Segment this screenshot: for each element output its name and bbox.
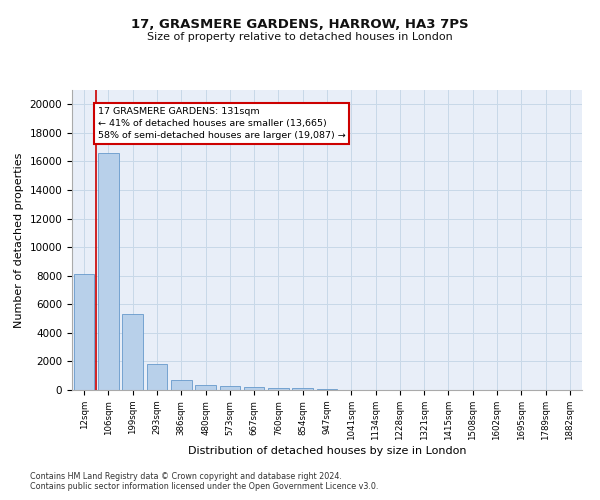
Bar	[98, 153, 119, 390]
Text: 17, GRASMERE GARDENS, HARROW, HA3 7PS: 17, GRASMERE GARDENS, HARROW, HA3 7PS	[131, 18, 469, 30]
X-axis label: Distribution of detached houses by size in London: Distribution of detached houses by size …	[188, 446, 466, 456]
Bar	[122, 314, 143, 390]
Bar	[292, 388, 313, 390]
Bar	[171, 380, 191, 390]
Bar	[74, 274, 94, 390]
Bar	[268, 388, 289, 390]
Text: 17 GRASMERE GARDENS: 131sqm
← 41% of detached houses are smaller (13,665)
58% of: 17 GRASMERE GARDENS: 131sqm ← 41% of det…	[97, 107, 345, 140]
Text: Contains public sector information licensed under the Open Government Licence v3: Contains public sector information licen…	[30, 482, 379, 491]
Bar	[220, 386, 240, 390]
Bar	[317, 389, 337, 390]
Bar	[195, 384, 216, 390]
Bar	[146, 364, 167, 390]
Text: Size of property relative to detached houses in London: Size of property relative to detached ho…	[147, 32, 453, 42]
Bar	[244, 387, 265, 390]
Text: Contains HM Land Registry data © Crown copyright and database right 2024.: Contains HM Land Registry data © Crown c…	[30, 472, 342, 481]
Y-axis label: Number of detached properties: Number of detached properties	[14, 152, 24, 328]
